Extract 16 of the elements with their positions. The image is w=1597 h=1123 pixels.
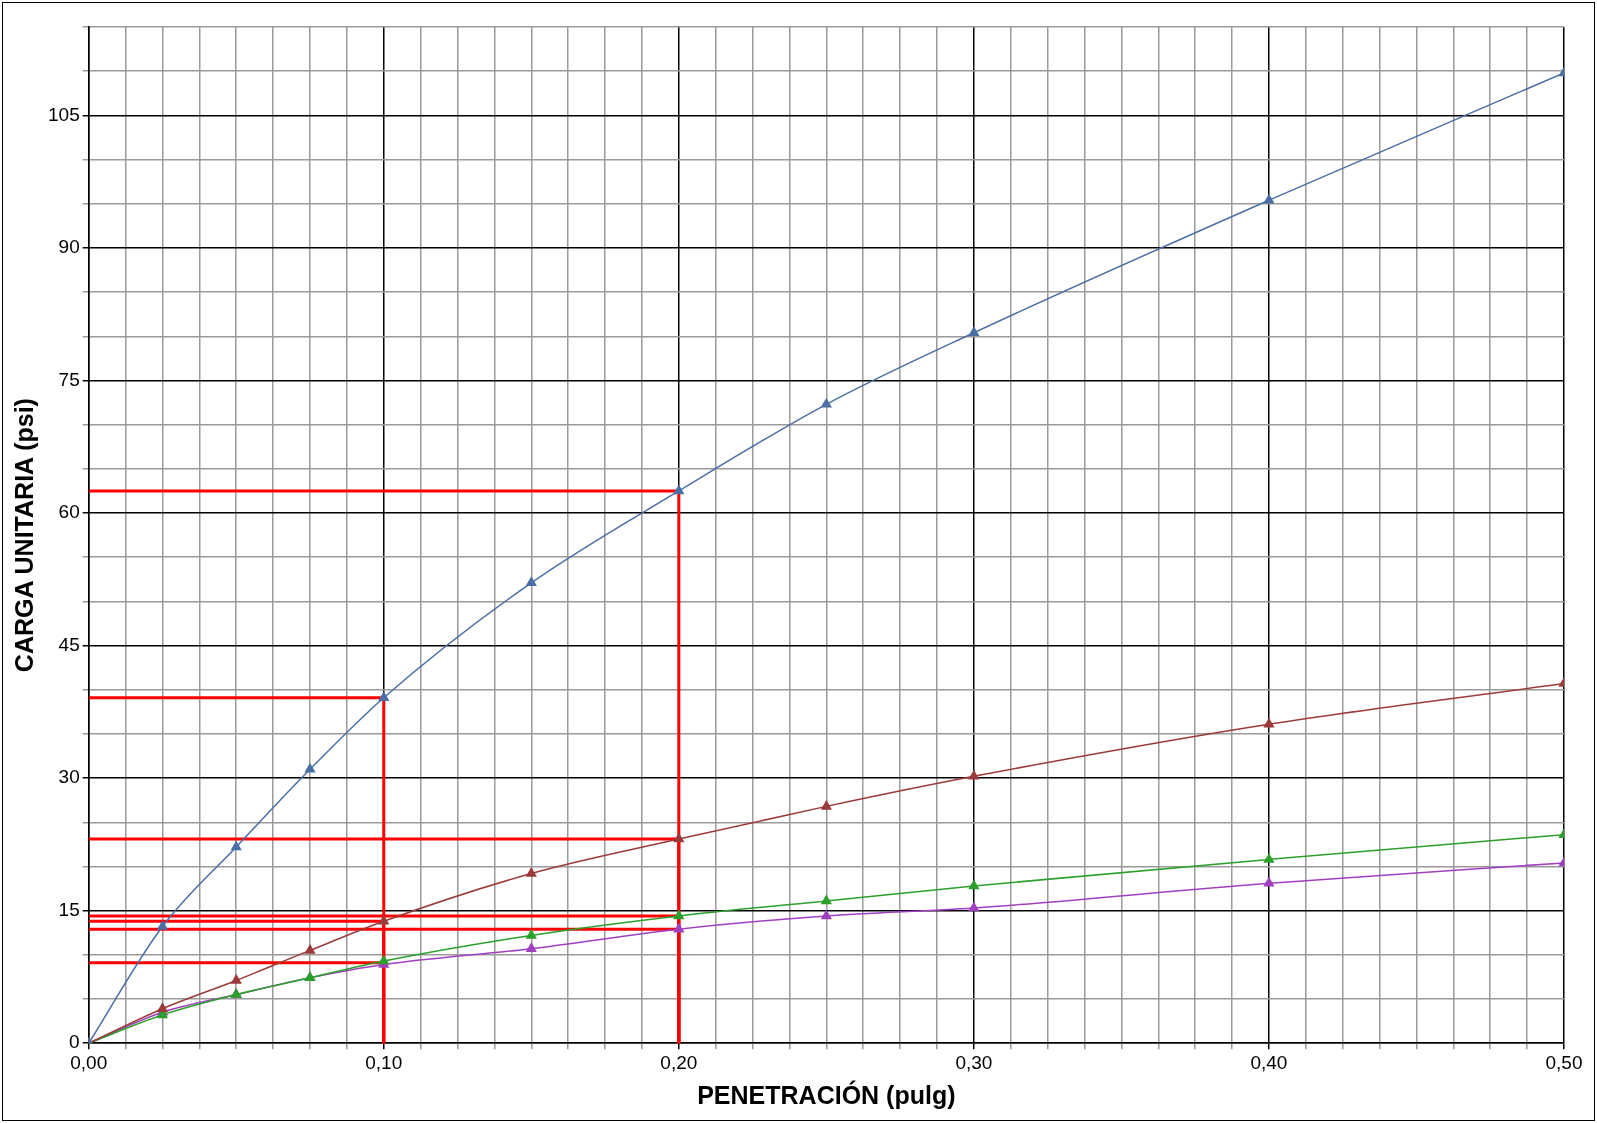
y-tick-label: 0 <box>69 1031 80 1053</box>
y-axis-title: CARGA UNITARIA (psi) <box>9 398 38 673</box>
y-tick-label: 90 <box>58 236 80 258</box>
y-tick-label: 45 <box>58 633 80 655</box>
y-tick-label: 60 <box>58 501 80 523</box>
x-tick-label: 0,10 <box>365 1051 403 1073</box>
x-tick-label: 0,20 <box>660 1051 698 1073</box>
x-tick-label: 0,30 <box>955 1051 993 1073</box>
x-tick-label: 0,00 <box>70 1051 108 1073</box>
x-axis-title: PENETRACIÓN (pulg) <box>697 1079 956 1109</box>
x-tick-label: 0,50 <box>1545 1051 1583 1073</box>
y-tick-label: 105 <box>48 103 80 125</box>
y-tick-label: 30 <box>58 766 80 788</box>
y-tick-label: 15 <box>58 898 80 920</box>
x-tick-label: 0,40 <box>1250 1051 1288 1073</box>
y-tick-label: 75 <box>58 368 80 390</box>
